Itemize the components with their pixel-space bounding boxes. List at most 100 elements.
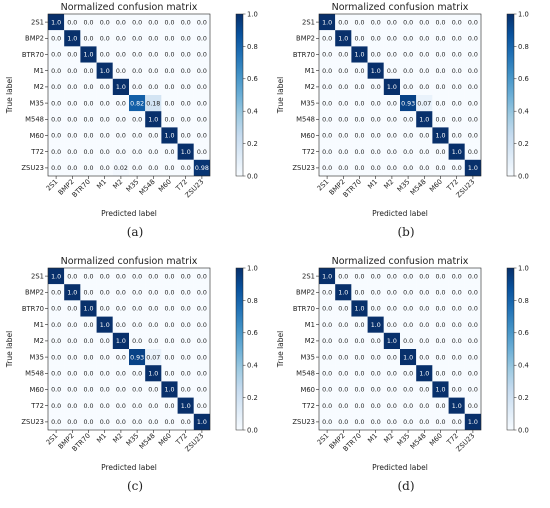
heatmap-cell-9-7 — [161, 413, 178, 430]
cell-value-0-4: 0.0 — [387, 273, 397, 280]
heatmap-cell-7-3 — [367, 127, 384, 144]
cell-value-3-2: 0.0 — [83, 322, 93, 329]
heatmap-cell-2-8 — [448, 300, 465, 317]
cell-value-3-9: 0.0 — [468, 68, 478, 75]
heatmap-cell-2-0 — [319, 300, 336, 317]
heatmap-cell-0-7 — [161, 268, 178, 285]
cell-value-9-1: 0.0 — [67, 419, 77, 426]
cell-value-0-0: 1.0 — [51, 273, 61, 280]
heatmap-cell-0-8 — [448, 268, 465, 285]
heatmap-cell-6-3 — [367, 111, 384, 128]
heatmap-cell-4-9 — [193, 78, 210, 95]
heatmap-cell-9-5 — [400, 159, 417, 176]
heatmap-cell-9-7 — [432, 413, 449, 430]
heatmap-cell-7-5 — [129, 127, 146, 144]
cell-value-3-1: 0.0 — [67, 322, 77, 329]
cell-value-1-6: 0.0 — [419, 36, 429, 43]
heatmap-cell-9-0 — [319, 413, 336, 430]
cell-value-6-1: 0.0 — [67, 371, 77, 378]
cell-value-9-6: 0.0 — [148, 165, 158, 172]
heatmap-cell-4-4 — [383, 332, 400, 349]
heatmap-cell-3-5 — [129, 316, 146, 333]
cell-value-0-0: 1.0 — [322, 19, 332, 26]
cell-value-2-6: 0.0 — [148, 52, 158, 59]
heatmap-cell-2-5 — [400, 46, 417, 63]
heatmap-cell-7-3 — [96, 127, 113, 144]
cell-value-1-6: 0.0 — [419, 290, 429, 297]
heatmap-cell-0-0 — [48, 268, 65, 285]
heatmap-cell-1-2 — [80, 30, 97, 47]
cell-value-3-5: 0.0 — [132, 322, 142, 329]
heatmap-cell-6-1 — [335, 365, 352, 382]
heatmap-cell-9-4 — [112, 159, 129, 176]
heatmap-cell-4-5 — [400, 78, 417, 95]
cell-value-8-9: 0.0 — [468, 149, 478, 156]
x-tick-label: M1 — [366, 178, 379, 191]
heatmap-cell-3-4 — [112, 316, 129, 333]
cell-value-6-4: 0.0 — [387, 371, 397, 378]
cell-value-5-3: 0.0 — [371, 100, 381, 107]
colorbar-tick-label: 1.0 — [247, 264, 258, 272]
y-axis-label: True label — [5, 77, 14, 114]
cell-value-9-3: 0.0 — [371, 419, 381, 426]
heatmap-cell-4-5 — [400, 332, 417, 349]
cell-value-7-8: 0.0 — [452, 133, 462, 140]
heatmap-cell-8-3 — [96, 143, 113, 160]
cell-value-1-5: 0.0 — [132, 36, 142, 43]
heatmap-cell-3-0 — [48, 316, 65, 333]
heatmap-cell-1-8 — [448, 284, 465, 301]
heatmap-cell-4-7 — [432, 78, 449, 95]
cell-value-5-9: 0.0 — [468, 354, 478, 361]
heatmap-cell-0-9 — [193, 14, 210, 31]
heatmap-cell-6-2 — [80, 365, 97, 382]
cell-value-7-1: 0.0 — [338, 387, 348, 394]
heatmap-cell-1-8 — [177, 284, 194, 301]
cell-value-1-7: 0.0 — [435, 290, 445, 297]
cell-value-4-2: 0.0 — [354, 338, 364, 345]
cell-value-3-9: 0.0 — [468, 322, 478, 329]
y-tick-label: M1 — [305, 321, 315, 329]
y-axis-label: True label — [276, 77, 285, 114]
heatmap-cell-6-5 — [400, 365, 417, 382]
cell-value-4-9: 0.0 — [468, 84, 478, 91]
colorbar-tick-label: 0.8 — [247, 297, 258, 305]
cell-value-5-1: 0.0 — [338, 354, 348, 361]
cell-value-2-7: 0.0 — [435, 306, 445, 313]
cell-value-6-5: 0.0 — [403, 371, 413, 378]
heatmap-cell-4-3 — [367, 332, 384, 349]
heatmap-cell-0-7 — [161, 14, 178, 31]
cell-value-6-0: 0.0 — [322, 371, 332, 378]
cell-value-9-7: 0.0 — [435, 165, 445, 172]
cell-value-3-5: 0.0 — [132, 68, 142, 75]
heatmap-cell-8-0 — [48, 143, 65, 160]
heatmap-cell-7-0 — [48, 381, 65, 398]
heatmap-cell-0-3 — [96, 268, 113, 285]
cell-value-5-6: 0.07 — [146, 354, 160, 361]
cell-value-1-9: 0.0 — [468, 290, 478, 297]
cell-value-4-1: 0.0 — [338, 338, 348, 345]
y-tick-label: M2 — [34, 337, 44, 345]
heatmap-cell-6-7 — [432, 111, 449, 128]
heatmap-cell-8-7 — [161, 143, 178, 160]
heatmap-cell-4-1 — [335, 78, 352, 95]
heatmap-cell-5-0 — [48, 349, 65, 366]
heatmap-cell-5-2 — [80, 349, 97, 366]
heatmap-cell-7-9 — [193, 381, 210, 398]
cell-value-6-6: 1.0 — [419, 117, 429, 124]
heatmap-cell-2-6 — [145, 300, 162, 317]
heatmap-cell-6-9 — [193, 365, 210, 382]
heatmap-cell-7-4 — [112, 127, 129, 144]
heatmap-cell-5-4 — [112, 349, 129, 366]
cell-value-9-0: 0.0 — [51, 419, 61, 426]
heatmap-cell-4-6 — [416, 332, 433, 349]
heatmap-cell-6-6 — [145, 365, 162, 382]
cell-value-2-0: 0.0 — [51, 306, 61, 313]
heatmap-cell-2-9 — [193, 46, 210, 63]
heatmap-cell-5-9 — [193, 349, 210, 366]
cell-value-8-8: 1.0 — [452, 403, 462, 410]
cell-value-7-9: 0.0 — [197, 133, 207, 140]
y-tick-label: BTR70 — [293, 305, 315, 313]
heatmap-cell-2-9 — [464, 46, 481, 63]
cell-value-5-3: 0.0 — [371, 354, 381, 361]
heatmap-cell-0-5 — [400, 14, 417, 31]
